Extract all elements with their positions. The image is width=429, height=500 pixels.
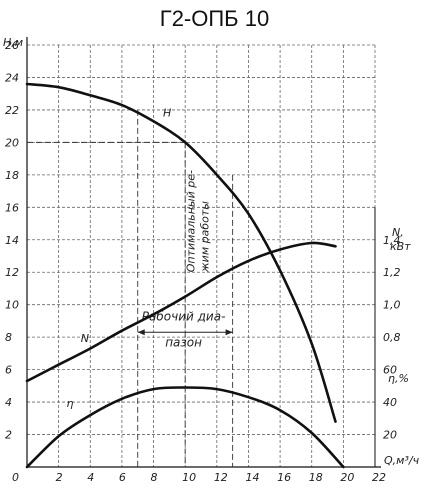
annotations: Рабочий диа-пазон Оптимальный ре-жим рабо… [27, 109, 234, 467]
eff-tick-label: 40 [383, 396, 397, 409]
y-tick-label: 16 [5, 201, 19, 214]
y-tick-label: 10 [5, 299, 19, 312]
y-tick-label: 22 [5, 104, 19, 117]
series-line-power [25, 241, 337, 383]
x-tick-label: 16 [277, 471, 291, 484]
series-label-n: N [81, 332, 89, 345]
x-tick-label: 6 [119, 471, 126, 484]
series-label-h: H [163, 106, 171, 119]
y-tick-label: 20 [5, 136, 19, 149]
power-tick-label: 1,2 [383, 266, 401, 279]
y-tick-label: 2 [5, 429, 12, 442]
eff-tick-label: 60 [383, 364, 397, 377]
x-tick-label: 22 [372, 471, 386, 484]
x-tick-label: 20 [340, 471, 354, 484]
ticks: 0 2 4 6 8 10 12 14 16 18 20 22246810121416182022242… [5, 39, 401, 484]
eff-axis-label: η,% [388, 372, 409, 385]
x-tick-label: 10 [182, 471, 196, 484]
x-tick-label: 0 [12, 471, 19, 484]
y-tick-label: 6 [5, 364, 12, 377]
power-tick-label: 1,0 [383, 299, 401, 312]
series-label-eta: η [67, 397, 74, 410]
axis-labels: Н,м Q,м³/ч N,кВт η,% [3, 36, 420, 467]
x-tick-label: 8 [151, 471, 158, 484]
y-tick-label: 24 [5, 71, 19, 84]
y-tick-label: 4 [5, 396, 12, 409]
series-line-left [25, 82, 337, 423]
optimal-mode-label-2: жим работы [199, 201, 212, 273]
y-tick-label: 12 [5, 266, 19, 279]
power-axis-unit: кВт [390, 240, 411, 253]
working-range-label-2: пазон [165, 335, 202, 349]
range-arrow-head-right [225, 329, 233, 336]
y-axis-label-left: Н,м [3, 36, 23, 49]
optimal-mode-label: Оптимальный ре- [185, 170, 198, 272]
power-tick-label: 0,8 [383, 331, 401, 344]
x-tick-label: 14 [245, 471, 259, 484]
power-tick-label: 1,4 [383, 234, 401, 247]
x-tick-label: 4 [87, 471, 94, 484]
working-range-label: Рабочий диа- [142, 309, 226, 323]
x-tick-label: 12 [214, 471, 228, 484]
power-axis-label: N, [392, 226, 404, 239]
y-tick-label: 18 [5, 169, 19, 182]
x-tick-label: 2 [56, 471, 63, 484]
x-axis-label: Q,м³/ч [384, 454, 420, 467]
series: H Nη [25, 82, 345, 469]
series-line-eff [25, 386, 345, 469]
x-tick-label: 18 [309, 471, 323, 484]
range-arrow-head-left [137, 329, 145, 336]
grid [26, 37, 381, 468]
y-tick-label: 8 [5, 331, 12, 344]
optimal-mode-label-group: Оптимальный ре-жим работы [185, 170, 212, 273]
chart-title: Г2-ОПБ 10 [159, 6, 270, 31]
eff-tick-label: 20 [383, 429, 397, 442]
y-tick-label: 14 [5, 234, 19, 247]
y-tick-label: 26 [5, 39, 19, 52]
